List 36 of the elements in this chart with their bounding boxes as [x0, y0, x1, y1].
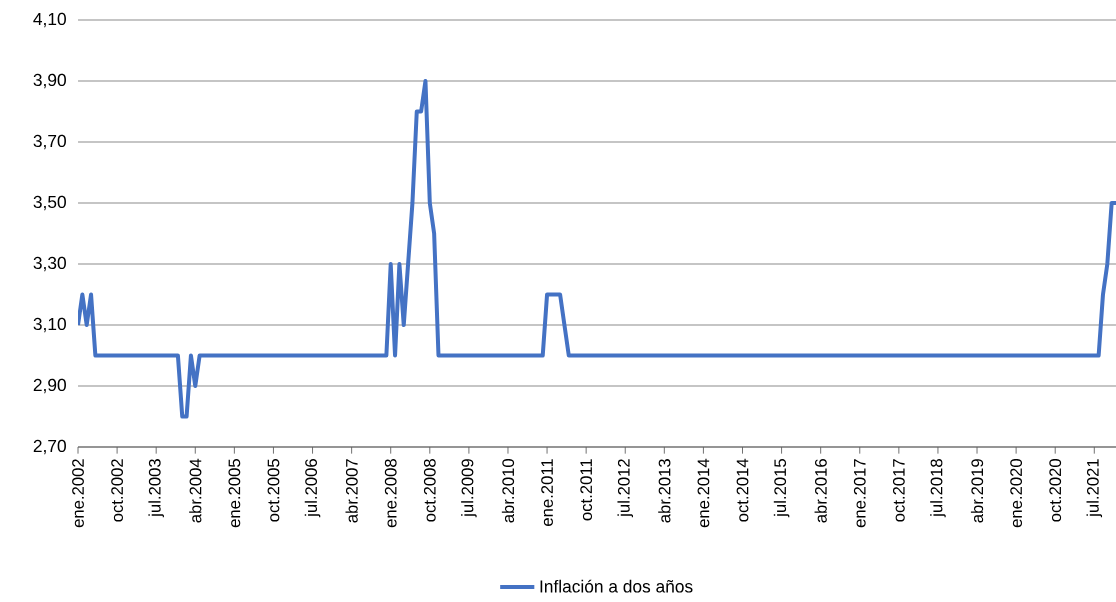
- x-tick-label: abr.2004: [189, 458, 202, 523]
- y-tick-label: 3,30: [33, 256, 66, 272]
- x-tick-label: abr.2013: [658, 459, 671, 523]
- x-tick-label: ene.2008: [384, 459, 397, 528]
- x-tick-label: jul.2012: [617, 459, 633, 518]
- y-tick-label: 2,90: [33, 378, 66, 394]
- x-tick-label: jul.2021: [1086, 459, 1103, 518]
- x-tick-label: ene.2014: [697, 458, 710, 528]
- x-tick-label: ene.2011: [541, 459, 553, 526]
- y-tick-label: 4,10: [33, 12, 66, 28]
- x-tick-label: ene.2002: [72, 459, 84, 528]
- x-tick-label: oct.2020: [1049, 459, 1062, 522]
- x-tick-label: oct.2002: [111, 459, 123, 522]
- x-tick-label: jul.2003: [148, 459, 164, 518]
- x-tick-label: oct.2008: [423, 459, 436, 522]
- x-tick-label: abr.2007: [345, 459, 358, 523]
- y-tick-label: 2,70: [33, 439, 66, 455]
- x-tick-label: jul.2015: [773, 459, 790, 518]
- x-tick-label: oct.2017: [892, 459, 905, 522]
- x-tick-label: abr.2019: [970, 459, 984, 523]
- x-tick-label: ene.2020: [1010, 459, 1023, 528]
- x-tick-label: ene.2005: [228, 459, 241, 528]
- x-tick-label: abr.2010: [501, 459, 515, 523]
- x-tick-label: oct.2014: [736, 458, 749, 522]
- x-tick-label: oct.2005: [267, 459, 280, 522]
- x-tick-label: jul.2018: [930, 459, 946, 518]
- legend-label: Inflación a dos años: [540, 579, 693, 593]
- y-tick-label: 3,90: [33, 73, 66, 89]
- x-tick-label: abr.2016: [814, 459, 827, 523]
- y-tick-label: 3,50: [33, 195, 66, 211]
- x-tick-label: ene.2017: [853, 459, 866, 528]
- y-tick-label: 3,70: [33, 134, 66, 150]
- x-tick-label: jul.2009: [461, 459, 477, 518]
- x-tick-label: oct.2011: [580, 459, 593, 521]
- y-tick-label: 3,10: [33, 317, 66, 333]
- x-tick-label: jul.2006: [304, 459, 321, 518]
